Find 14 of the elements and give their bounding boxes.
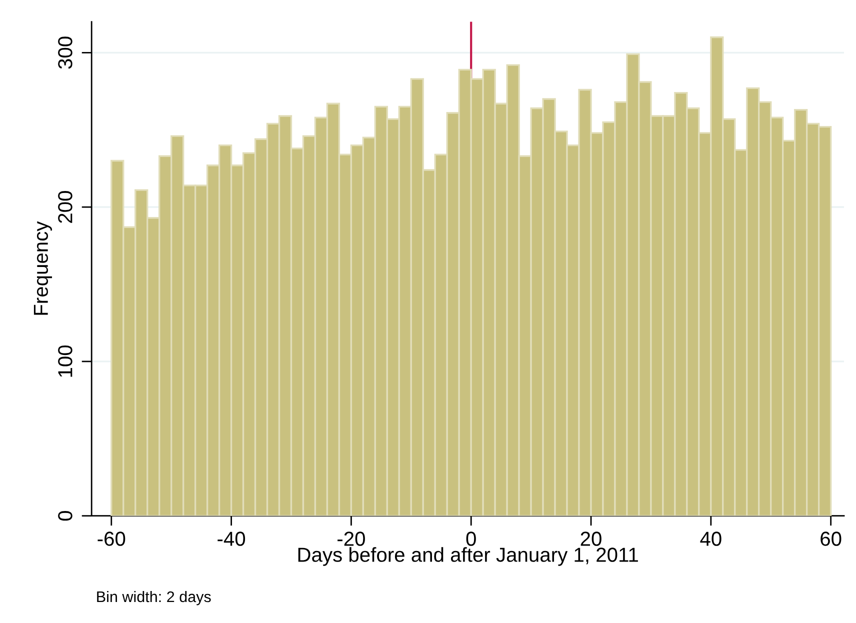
x-tick-label: 20 [580, 532, 602, 546]
y-tick-label: 0 [58, 511, 72, 521]
x-tick-label: 0 [466, 532, 476, 546]
y-tick-label: 200 [58, 191, 72, 223]
y-axis-title: Frequency [34, 221, 52, 315]
x-tick-label: 40 [700, 532, 722, 546]
x-tick-label: -60 [98, 532, 126, 546]
y-tick-label: 100 [58, 345, 72, 377]
x-tick-label: 60 [820, 532, 842, 546]
y-tick-label: 300 [58, 36, 72, 69]
text: Bin width: 2 days [97, 590, 211, 606]
x-axis-title: Days before and after January 1, 2011 [298, 547, 638, 566]
x-tick-label: -40 [218, 532, 246, 546]
x-tick-label: -20 [338, 532, 365, 546]
